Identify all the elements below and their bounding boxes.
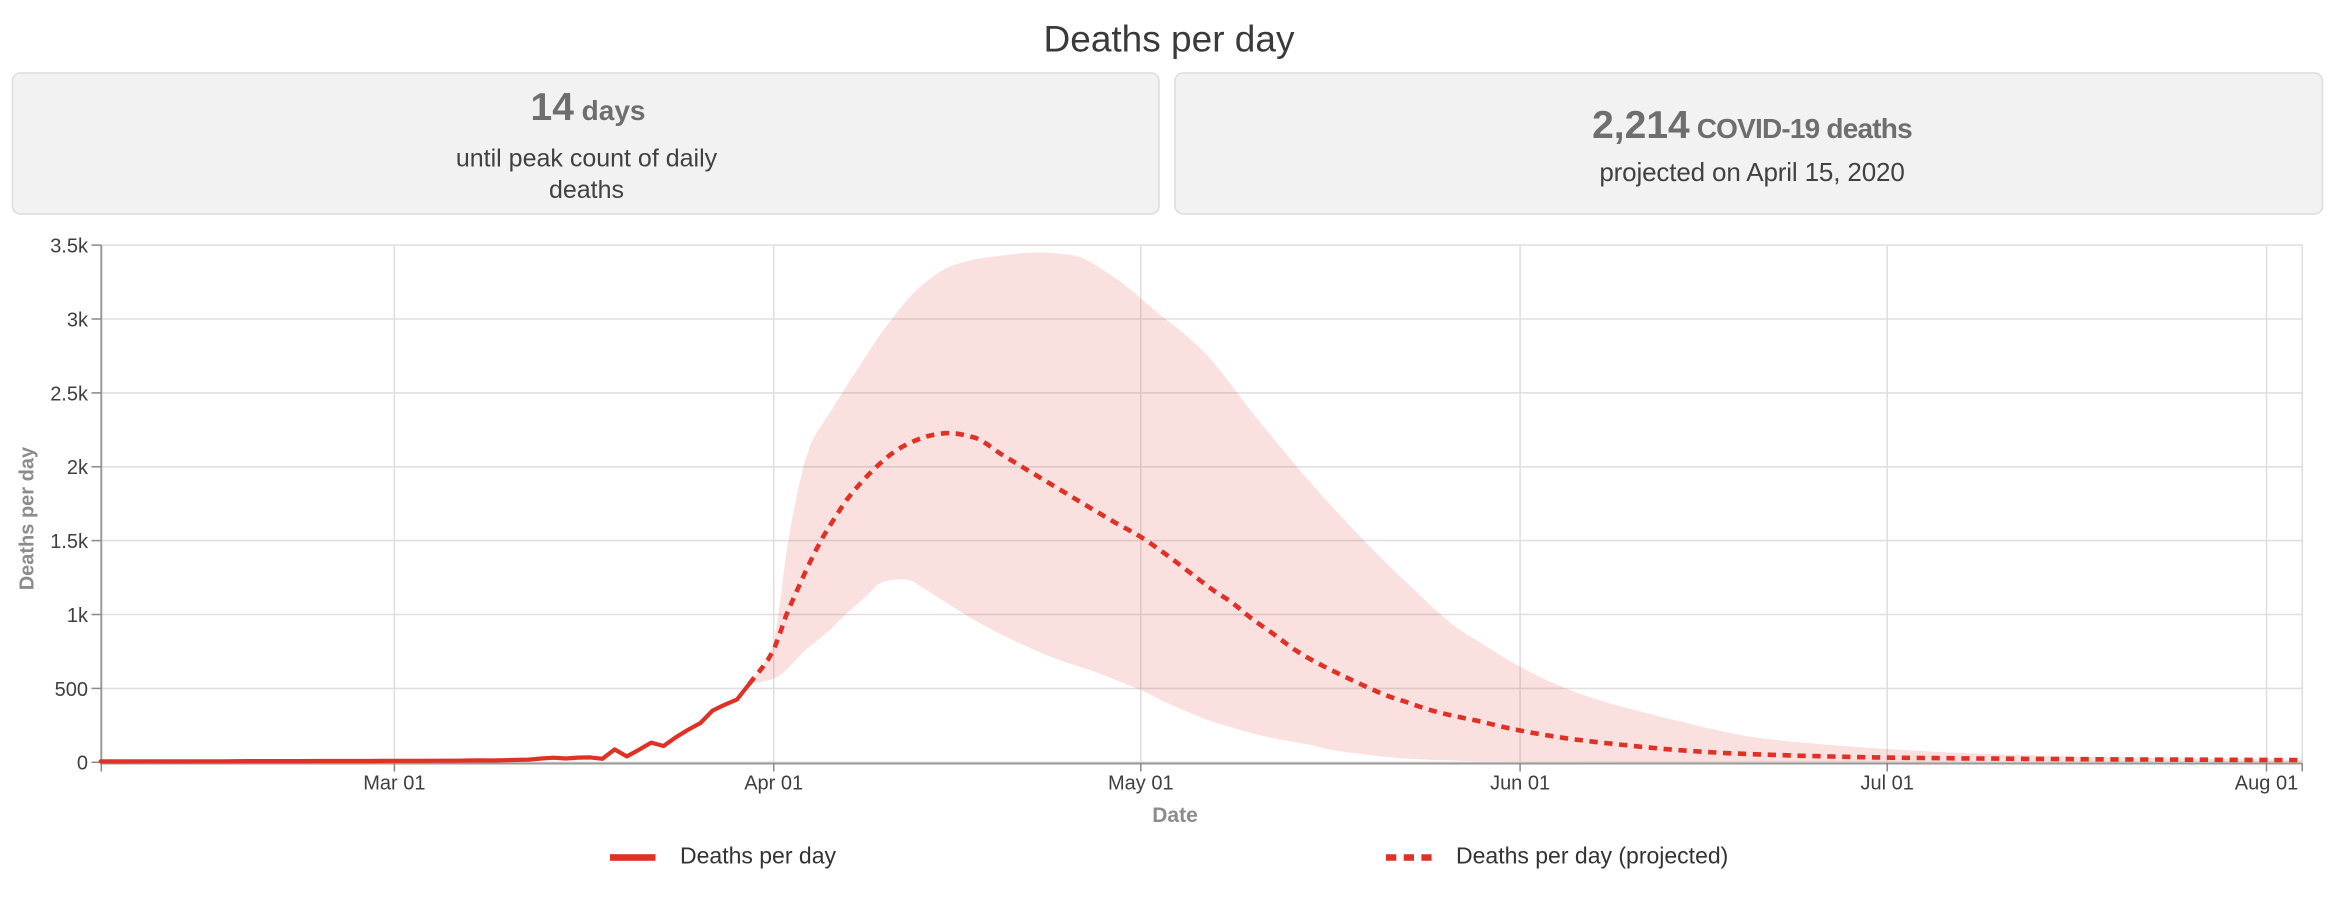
svg-text:2,214 COVID-19 deaths: 2,214 COVID-19 deaths <box>1592 104 1912 147</box>
svg-text:3.5k: 3.5k <box>50 236 89 258</box>
svg-text:Deaths per day (projected): Deaths per day (projected) <box>1456 842 1728 868</box>
svg-text:deaths: deaths <box>549 176 624 204</box>
svg-text:1k: 1k <box>67 605 89 627</box>
svg-text:Deaths per day: Deaths per day <box>680 842 836 868</box>
svg-text:until peak count of daily: until peak count of daily <box>456 144 718 172</box>
svg-text:Mar 01: Mar 01 <box>363 772 425 794</box>
svg-text:2.5k: 2.5k <box>50 383 89 405</box>
svg-text:500: 500 <box>55 679 88 701</box>
svg-text:2k: 2k <box>67 457 89 479</box>
svg-text:Aug 01: Aug 01 <box>2235 772 2298 794</box>
svg-text:3k: 3k <box>67 309 89 331</box>
svg-text:Jul 01: Jul 01 <box>1861 772 1914 794</box>
svg-text:Apr 01: Apr 01 <box>744 772 803 794</box>
svg-text:projected on April 15, 2020: projected on April 15, 2020 <box>1599 157 1904 187</box>
svg-text:1.5k: 1.5k <box>50 531 89 553</box>
svg-text:Deaths per day: Deaths per day <box>17 446 39 590</box>
svg-text:Jun 01: Jun 01 <box>1490 772 1550 794</box>
svg-text:May 01: May 01 <box>1108 772 1174 794</box>
svg-text:Date: Date <box>1152 804 1198 827</box>
svg-text:Deaths per day: Deaths per day <box>1044 18 1295 59</box>
svg-text:14 days: 14 days <box>531 86 646 129</box>
svg-text:0: 0 <box>77 753 88 775</box>
